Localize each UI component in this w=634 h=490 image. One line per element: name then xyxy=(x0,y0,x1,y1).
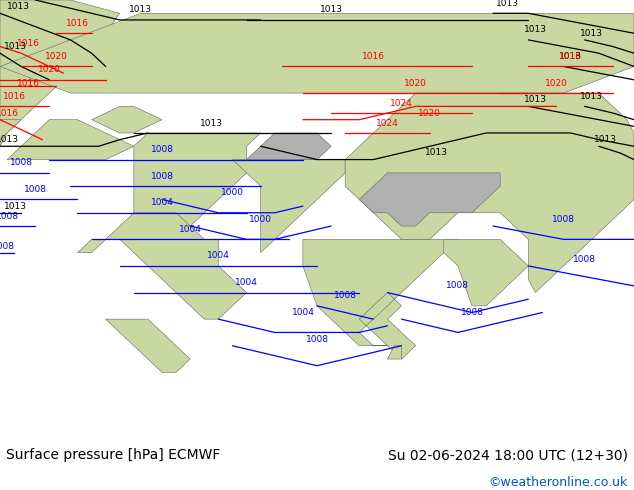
Text: 1008: 1008 xyxy=(306,335,328,343)
Polygon shape xyxy=(359,173,500,226)
Text: 1000: 1000 xyxy=(249,215,272,224)
Text: 1024: 1024 xyxy=(390,98,413,108)
Text: 1024: 1024 xyxy=(376,119,399,127)
Text: ©weatheronline.co.uk: ©weatheronline.co.uk xyxy=(488,476,628,489)
Text: 1013: 1013 xyxy=(200,119,223,127)
Text: 1016: 1016 xyxy=(362,52,385,61)
Text: 1013: 1013 xyxy=(524,25,547,34)
Polygon shape xyxy=(247,133,331,160)
Polygon shape xyxy=(233,160,345,253)
Text: 1004: 1004 xyxy=(292,308,314,317)
Text: 1013: 1013 xyxy=(425,148,448,157)
Text: 1020: 1020 xyxy=(545,78,568,88)
Text: 1008: 1008 xyxy=(333,292,357,300)
Text: 1008: 1008 xyxy=(552,215,575,224)
Text: 1020: 1020 xyxy=(45,52,68,61)
Text: 1013: 1013 xyxy=(4,201,27,211)
Text: 1008: 1008 xyxy=(10,158,32,168)
Text: 1008: 1008 xyxy=(460,308,484,317)
Text: 1020: 1020 xyxy=(418,108,441,118)
Text: 1000: 1000 xyxy=(221,188,244,197)
Text: 1013: 1013 xyxy=(594,135,618,144)
Text: 1004: 1004 xyxy=(179,225,202,234)
Text: 1013: 1013 xyxy=(129,5,152,15)
Text: 1008: 1008 xyxy=(573,255,596,264)
Text: 1008: 1008 xyxy=(0,242,15,250)
Text: 1013: 1013 xyxy=(524,95,547,104)
Text: 1008: 1008 xyxy=(150,145,174,154)
Polygon shape xyxy=(303,239,458,359)
Polygon shape xyxy=(0,0,120,147)
Text: 1016: 1016 xyxy=(3,92,25,101)
Polygon shape xyxy=(0,120,21,153)
Text: 1016: 1016 xyxy=(559,52,582,61)
Text: 1013: 1013 xyxy=(0,135,18,144)
Polygon shape xyxy=(91,106,162,133)
Text: 1008: 1008 xyxy=(0,212,18,220)
Text: 1004: 1004 xyxy=(207,251,230,261)
Text: 1008: 1008 xyxy=(150,172,174,181)
Text: 1020: 1020 xyxy=(38,65,61,74)
Text: 1016: 1016 xyxy=(66,19,89,28)
Text: Surface pressure [hPa] ECMWF: Surface pressure [hPa] ECMWF xyxy=(6,448,221,463)
Text: 1004: 1004 xyxy=(151,198,174,207)
Text: 1004: 1004 xyxy=(235,278,258,287)
Polygon shape xyxy=(0,13,634,93)
Polygon shape xyxy=(7,120,134,160)
Text: 1016: 1016 xyxy=(0,108,18,118)
Text: 1013: 1013 xyxy=(580,92,603,101)
Polygon shape xyxy=(106,319,190,372)
Polygon shape xyxy=(444,239,528,306)
Text: 1013: 1013 xyxy=(7,2,30,11)
Polygon shape xyxy=(134,133,261,253)
Text: 1013: 1013 xyxy=(4,42,27,51)
Text: 1013: 1013 xyxy=(580,29,603,38)
Text: 1016: 1016 xyxy=(16,78,40,88)
Text: 1016: 1016 xyxy=(16,39,40,48)
Text: 1013: 1013 xyxy=(496,0,519,8)
Text: Su 02-06-2024 18:00 UTC (12+30): Su 02-06-2024 18:00 UTC (12+30) xyxy=(387,448,628,463)
Text: 1013: 1013 xyxy=(320,5,342,15)
Text: 1008: 1008 xyxy=(23,185,47,194)
Polygon shape xyxy=(77,213,247,319)
Text: 1020: 1020 xyxy=(404,78,427,88)
Text: 1013: 1013 xyxy=(559,52,582,61)
Polygon shape xyxy=(387,346,401,359)
Polygon shape xyxy=(345,93,634,293)
Text: 1008: 1008 xyxy=(446,281,469,291)
